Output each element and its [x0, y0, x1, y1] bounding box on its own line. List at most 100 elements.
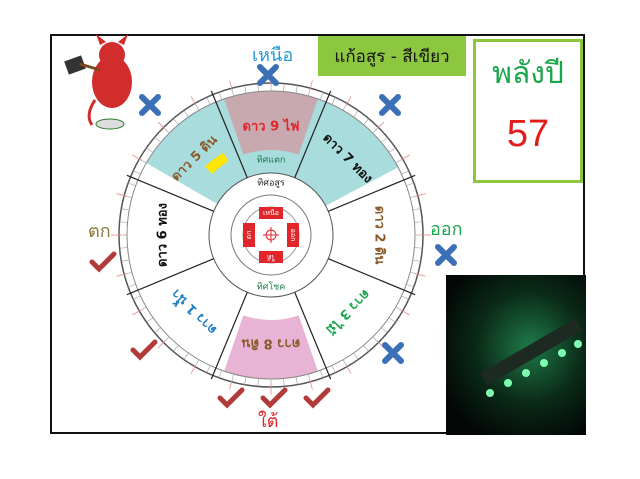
sector-divider [294, 90, 332, 178]
degree-tick [283, 83, 285, 92]
degree-tick [146, 147, 154, 153]
hub-label-text: ใต้ [267, 253, 275, 262]
sector-label: ดาว 6 ทอง [156, 203, 171, 267]
degree-tick [406, 283, 414, 288]
cyan-zone [143, 91, 399, 217]
degree-tick [319, 370, 324, 378]
degree-tick [218, 370, 223, 378]
degree-tick [154, 137, 161, 143]
degree-tick [119, 247, 128, 249]
degree-tick [363, 118, 369, 125]
sector-divider [126, 174, 214, 212]
major-tick [345, 96, 352, 106]
sector-divider [294, 292, 332, 380]
inner-label-top: ทิศแตก [257, 155, 286, 166]
degree-tick [133, 295, 141, 300]
sector-label: ดาว 9 ไฟ [243, 118, 300, 135]
hub-label-bg [287, 223, 299, 247]
cross-icon [139, 94, 161, 116]
major-tick [229, 379, 233, 390]
major-tick [309, 80, 313, 91]
degree-tick [128, 182, 136, 187]
hub-label-south: ใต้ [259, 251, 283, 263]
major-tick [415, 193, 426, 197]
degree-tick [381, 327, 388, 333]
degree-tick [353, 352, 359, 360]
major-tick [157, 340, 166, 349]
crosshair-circle [265, 229, 277, 241]
hub-label-bg [243, 223, 255, 247]
cross-icon [257, 64, 279, 86]
degree-tick [244, 85, 247, 94]
sector-divider [328, 258, 416, 296]
south-zone [224, 315, 318, 380]
yellow-marker [205, 152, 229, 174]
direction-east-label: ออก [430, 219, 463, 240]
major-tick [132, 154, 142, 161]
cross-icon [435, 244, 457, 266]
hub-label-text: ตก [245, 231, 253, 240]
degree-tick [146, 317, 154, 323]
degree-tick [295, 85, 298, 94]
hub-label-text: เหนือ [263, 209, 279, 217]
degree-tick [173, 345, 179, 352]
degree-tick [406, 182, 414, 187]
year-power-box: พลังปี 57 [473, 39, 583, 183]
degree-tick [414, 221, 423, 223]
major-tick [415, 273, 426, 277]
degree-tick [353, 110, 359, 118]
major-tick [400, 154, 410, 161]
major-tick [157, 121, 166, 130]
hub-label-bg [259, 251, 283, 263]
remedy-title-text: แก้อสูร - สีเขียว [334, 46, 450, 67]
major-tick [190, 96, 197, 106]
major-tick [309, 379, 313, 390]
hub-label-bg [259, 207, 283, 219]
direction-south-label: ใต้ [258, 411, 279, 432]
year-power-label: พลังปี [492, 56, 564, 91]
degree-tick [183, 352, 189, 360]
cross-stroke [257, 64, 279, 86]
inner-label-asura: ทิศอสูร [257, 178, 285, 189]
hub-label-east: ออก [287, 223, 299, 247]
degree-tick [173, 118, 179, 125]
degree-tick [121, 208, 130, 211]
degree-tick [388, 147, 396, 153]
sector-label: ดาว 2 ดิน [372, 206, 387, 265]
direction-west-label: ตก [88, 221, 111, 242]
cross-stroke [379, 94, 401, 116]
degree-tick [133, 170, 141, 175]
degree-tick [401, 295, 409, 300]
devil-mascot-icon [64, 34, 132, 130]
degree-tick [331, 365, 336, 373]
degree-tick [412, 259, 421, 262]
major-tick [116, 193, 127, 197]
degree-tick [218, 92, 223, 100]
degree-tick [363, 345, 369, 352]
sector-label: ดาว 8 ดิน [242, 336, 301, 351]
cross-icon [379, 94, 401, 116]
cross-stroke [382, 342, 404, 364]
major-tick [376, 121, 385, 130]
north-zone [224, 90, 318, 155]
degree-tick [414, 247, 423, 249]
degree-tick [128, 283, 136, 288]
check-icon [260, 387, 288, 409]
sector-divider [328, 174, 416, 212]
check-icon [89, 251, 117, 273]
degree-tick [381, 137, 388, 143]
degree-tick [388, 317, 396, 323]
major-tick [400, 309, 410, 316]
degree-tick [244, 376, 247, 385]
degree-tick [283, 378, 285, 387]
cross-stroke [435, 244, 457, 266]
hub-label-north: เหนือ [259, 207, 283, 219]
cross-stroke [139, 94, 161, 116]
major-tick [345, 364, 352, 374]
degree-tick [401, 170, 409, 175]
degree-tick [412, 208, 421, 211]
hub-label-text: ออก [289, 229, 297, 242]
sector-divider [210, 292, 248, 380]
sector-divider [210, 90, 248, 178]
